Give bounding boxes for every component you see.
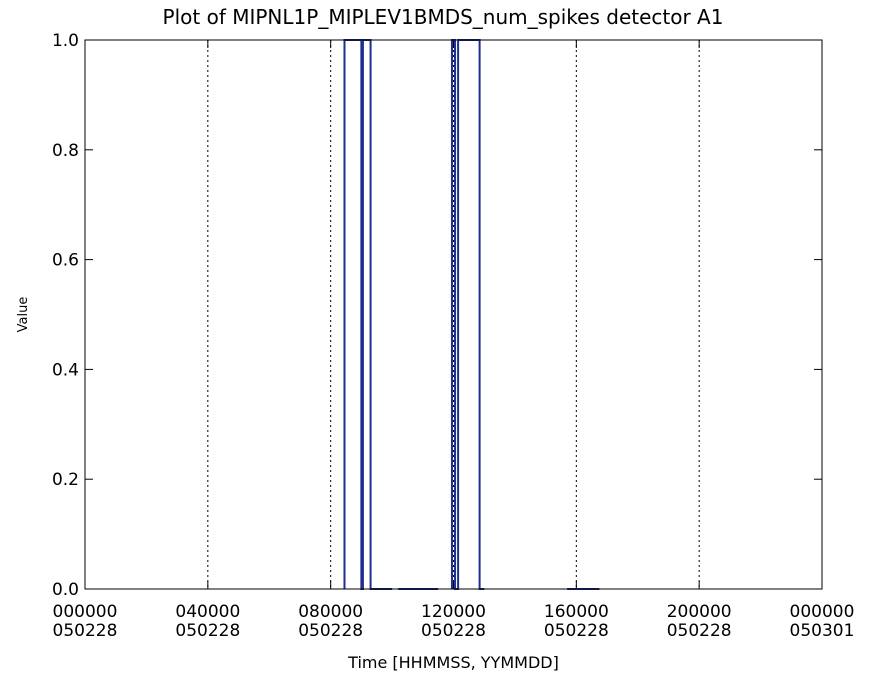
x-tick-label-date: 050228 — [53, 621, 118, 641]
series-line — [450, 39, 485, 590]
x-tick-label-time: 000000 — [53, 602, 118, 622]
x-tick-label-time: 080000 — [298, 602, 363, 622]
y-axis-label: Value — [16, 297, 31, 333]
y-tick-label: 0.6 — [52, 251, 79, 271]
y-tick-label: 0.8 — [52, 141, 79, 161]
data-series — [343, 39, 600, 590]
y-tick-label: 0.0 — [52, 580, 79, 600]
x-tick-label-date: 050228 — [667, 621, 732, 641]
x-tick-label-date: 050228 — [421, 621, 486, 641]
x-axis-label: Time [HHMMSS, YYMMDD] — [347, 653, 559, 672]
chart-title: Plot of MIPNL1P_MIPLEV1BMDS_num_spikes d… — [163, 5, 724, 29]
x-tick-label-date: 050228 — [544, 621, 609, 641]
x-tick-label-time: 200000 — [667, 602, 732, 622]
x-tick-label-time: 160000 — [544, 602, 609, 622]
x-tick-label-date: 050228 — [175, 621, 240, 641]
x-tick-label-time: 000000 — [790, 602, 855, 622]
y-tick-label: 1.0 — [52, 31, 79, 51]
x-tick-label-date: 050301 — [790, 621, 855, 641]
x-axis-ticks: 0000000502280400000502280800000502281200… — [53, 40, 855, 641]
y-axis-ticks: 0.0 0.2 0.4 0.6 0.8 1.0 — [52, 31, 822, 600]
x-tick-label-time: 120000 — [421, 602, 486, 622]
y-tick-label: 0.2 — [52, 470, 79, 490]
plot-frame — [84, 39, 823, 590]
x-tick-label-date: 050228 — [298, 621, 363, 641]
dotted-reference-lines — [207, 40, 700, 589]
series-line — [343, 39, 393, 590]
y-tick-label: 0.4 — [52, 360, 79, 380]
x-tick-label-time: 040000 — [175, 602, 240, 622]
